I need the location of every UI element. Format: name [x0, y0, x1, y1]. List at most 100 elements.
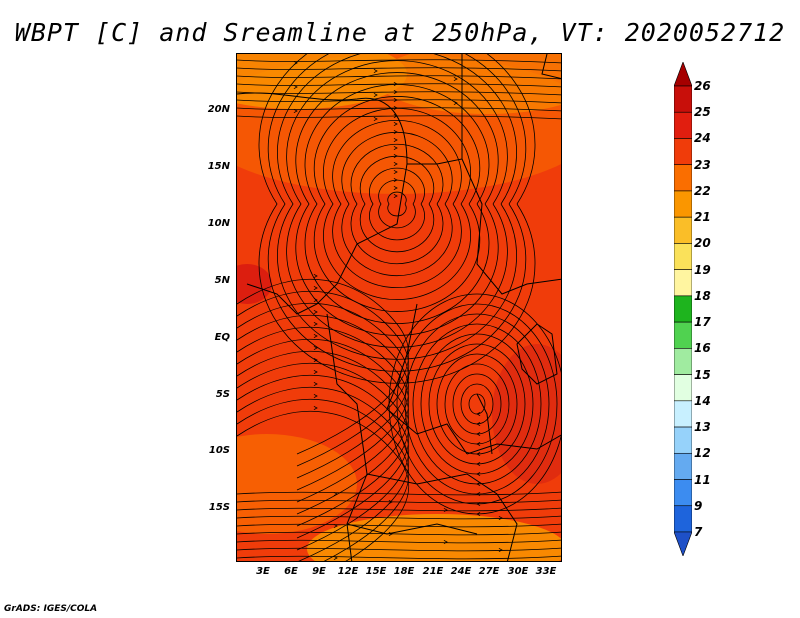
streamline	[277, 54, 517, 360]
streamline-arrow	[313, 273, 318, 279]
border-lake-tanganyika	[476, 393, 493, 455]
streamline-map	[237, 54, 561, 561]
streamline-arrow	[293, 84, 298, 90]
colorbar-swatch	[674, 269, 692, 297]
colorbar-swatch	[674, 216, 692, 244]
streamline-arrow	[293, 108, 298, 114]
border-tanzania	[466, 434, 561, 455]
colorbar-swatch	[674, 295, 692, 323]
colorbar-label: 14	[694, 393, 711, 408]
streamline-arrow	[388, 531, 393, 537]
lat-label-5s: 5S	[215, 389, 230, 400]
streamline	[350, 143, 444, 265]
streamline-arrow	[393, 145, 398, 151]
streamline-arrow	[313, 333, 318, 339]
streamline-arrow	[393, 137, 398, 143]
lat-label-10n: 10N	[207, 218, 230, 229]
streamline	[258, 54, 536, 384]
streamline	[237, 115, 561, 120]
country-borders	[237, 54, 561, 561]
colorbar-label: 13	[694, 420, 711, 435]
lon-label-15e: 15E	[365, 566, 387, 577]
lon-label-18e: 18E	[393, 566, 415, 577]
lat-label-20n: 20N	[207, 104, 230, 115]
streamline-arrow	[443, 539, 448, 545]
map-title: WBPT [C] and Sreamline at 250hPa, VT: 20…	[14, 18, 786, 47]
streamline	[404, 313, 550, 495]
streamline	[237, 523, 561, 528]
colorbar-label: 24	[694, 131, 711, 146]
streamline-arrow	[388, 499, 393, 505]
lon-label-12e: 12E	[337, 566, 359, 577]
streamline	[237, 278, 410, 455]
lon-label-9e: 9E	[312, 566, 326, 577]
streamline-arrow	[476, 481, 481, 487]
streamline	[237, 386, 410, 561]
colorbar-swatch	[674, 138, 692, 166]
colorbar-label: 15	[694, 367, 711, 382]
streamline	[237, 507, 561, 512]
colorbar-swatch	[674, 505, 692, 533]
streamline-arrow	[333, 491, 338, 497]
colorbar-top-triangle	[674, 62, 692, 87]
streamline-arrow	[313, 393, 318, 399]
streamline	[237, 83, 561, 88]
streamline-arrow	[313, 345, 318, 351]
streamline-arrow	[333, 555, 338, 561]
streamline	[369, 167, 425, 241]
lon-label-33e: 33E	[535, 566, 557, 577]
colorbar-swatch	[674, 374, 692, 402]
streamline-arrow	[498, 515, 503, 521]
colorbar-label: 26	[694, 79, 711, 93]
streamline	[295, 72, 499, 336]
colorbar-label: 25	[694, 105, 711, 120]
streamline-arrow	[373, 92, 378, 98]
colorbar-label: 12	[694, 446, 711, 461]
border-west-africa	[237, 92, 408, 315]
wbpt-cooler-patch-nw	[237, 54, 407, 109]
colorbar-label: 9	[694, 498, 703, 513]
lat-label-eq: EQ	[214, 332, 230, 343]
streamline	[237, 314, 410, 491]
streamline	[323, 108, 471, 300]
streamline-arrow	[476, 511, 481, 517]
colorbar-swatch	[674, 400, 692, 428]
colorbar-label: 20	[694, 236, 711, 251]
streamline	[396, 303, 558, 505]
colorbar-bottom-triangle	[674, 531, 692, 556]
streamline	[452, 373, 502, 435]
streamline	[237, 491, 561, 496]
streamline-arrow	[313, 285, 318, 291]
lon-label-3e: 3E	[256, 566, 270, 577]
streamline-arrow	[333, 523, 338, 529]
streamline-arrow	[476, 451, 481, 457]
streamline	[237, 374, 410, 551]
streamline	[237, 499, 561, 504]
streamline	[237, 302, 410, 479]
border-congo	[386, 303, 468, 455]
colorbar-swatch	[674, 190, 692, 218]
streamline	[237, 515, 561, 520]
colorbar-label: 19	[694, 262, 711, 277]
streamline-arrow	[393, 129, 398, 135]
colorbar-swatch	[674, 321, 692, 349]
colorbar-swatch	[674, 85, 692, 113]
streamline-arrow	[373, 68, 378, 74]
streamline-arrow	[476, 441, 481, 447]
streamline-arrow	[313, 381, 318, 387]
colorbar-swatch	[674, 164, 692, 192]
border-angola	[326, 313, 368, 561]
streamline	[444, 363, 510, 445]
border-zambia	[366, 473, 518, 561]
streamline-arrow	[393, 185, 398, 191]
colorbar-label: 16	[694, 341, 711, 356]
lake-victoria	[516, 323, 558, 385]
streamline	[237, 410, 410, 561]
streamline-arrow	[393, 193, 398, 199]
streamlines	[237, 54, 561, 561]
colorbar-label: 11	[694, 472, 711, 487]
lat-label-10s: 10S	[208, 445, 230, 456]
colorbar-label: 7	[694, 525, 703, 539]
colorbar-label: 18	[694, 288, 711, 303]
border-chad-sudan	[407, 54, 463, 165]
